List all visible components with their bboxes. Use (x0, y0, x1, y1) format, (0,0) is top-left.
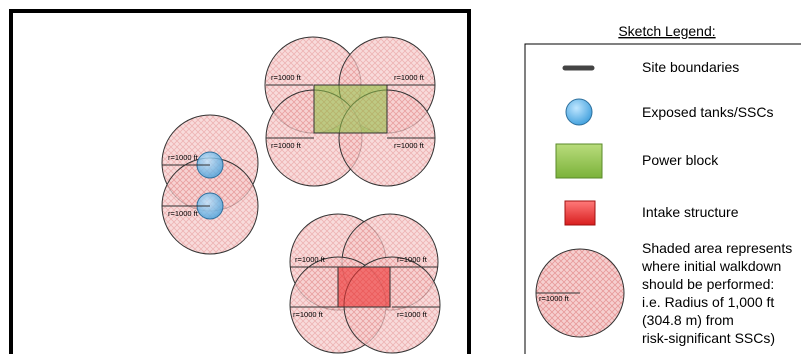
legend-shaded-line: where initial walkdown (641, 258, 781, 274)
red-square-icon (564, 200, 596, 226)
radius-label: r=1000 ft (394, 73, 425, 82)
exposed-tanks-group: r=1000 ft r=1000 ft (161, 114, 259, 255)
radius-label: r=1000 ft (295, 255, 326, 264)
power-block-group: r=1000 ft r=1000 ft r=1000 ft r=1000 ft (264, 36, 436, 187)
radius-label: r=1000 ft (271, 141, 302, 150)
radius-label: r=1000 ft (397, 310, 428, 319)
legend-shaded-line: risk-significant SSCs) (642, 330, 775, 346)
green-square-icon (555, 143, 603, 179)
legend: Sketch Legend: Site boundaries Exposed t… (524, 23, 801, 354)
legend-label-site-boundaries: Site boundaries (642, 59, 739, 75)
blue-circle-icon (565, 98, 593, 126)
radius-label: r=1000 ft (394, 141, 425, 150)
radius-label: r=1000 ft (397, 255, 428, 264)
legend-label-power-block: Power block (642, 152, 719, 168)
legend-sample-radius-label: r=1000 ft (539, 294, 570, 303)
intake-structure-group: r=1000 ft r=1000 ft r=1000 ft r=1000 ft (289, 213, 441, 354)
legend-label-intake-structure: Intake structure (642, 204, 739, 220)
radius-label: r=1000 ft (271, 73, 302, 82)
radius-label: r=1000 ft (168, 209, 199, 218)
legend-shaded-line: Shaded area represents (642, 240, 792, 256)
legend-label-exposed-tanks: Exposed tanks/SSCs (642, 104, 774, 120)
legend-shaded-line: should be performed: (642, 276, 774, 292)
radius-label: r=1000 ft (168, 153, 199, 162)
legend-shaded-line: i.e. Radius of 1,000 ft (642, 294, 774, 310)
legend-title: Sketch Legend: (618, 23, 715, 39)
legend-shaded-line: (304.8 m) from (642, 312, 734, 328)
radius-label: r=1000 ft (293, 310, 324, 319)
